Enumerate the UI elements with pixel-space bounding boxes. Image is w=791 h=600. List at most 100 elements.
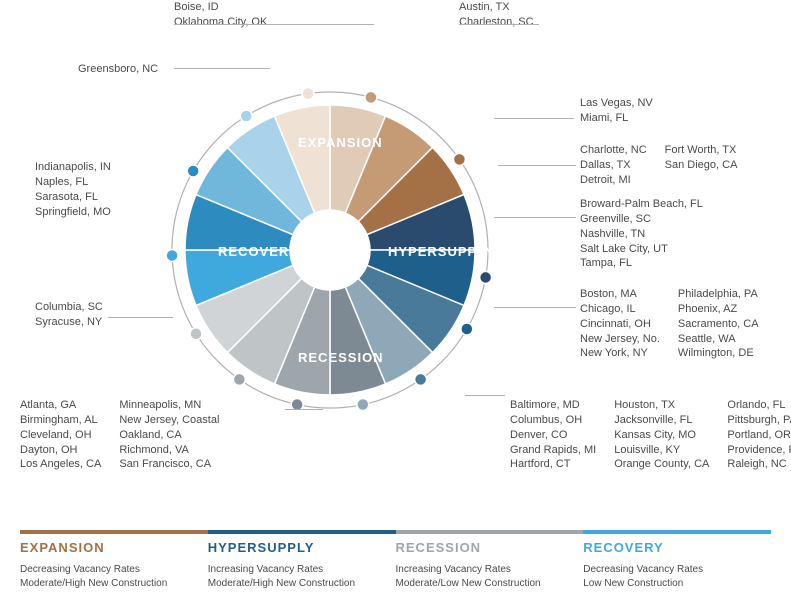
callout-charlotte: Charlotte, NCDallas, TXDetroit, MI Fort W… [580, 143, 755, 188]
leader-line [285, 409, 323, 410]
ring-marker [453, 153, 465, 165]
city-label: Charleston, SC [459, 15, 534, 30]
city-label: Philadelphia, PA [678, 287, 759, 302]
city-label: Detroit, MI [580, 173, 647, 188]
city-label: Providence, RI [727, 443, 791, 458]
legend-title: HYPERSUPPLY [208, 540, 396, 555]
city-label: Raleigh, NC [727, 457, 791, 472]
legend-line: Increasing Vacancy Rates [396, 563, 584, 577]
leader-line [494, 217, 576, 218]
cycle-chart: EXPANSION HYPERSUPPLY RECESSION RECOVERY… [0, 0, 791, 500]
city-label: Fort Worth, TX [665, 143, 738, 158]
city-label: Grand Rapids, MI [510, 443, 596, 458]
city-label: Birmingham, AL [20, 413, 101, 428]
city-label: Salt Lake City, UT [580, 242, 703, 257]
city-label: Dallas, TX [580, 158, 647, 173]
leader-line [174, 24, 374, 25]
city-label: San Francisco, CA [119, 457, 219, 472]
leader-line [465, 395, 505, 396]
city-label: Sacramento, CA [678, 317, 759, 332]
ring-marker [461, 323, 473, 335]
ring-marker [166, 250, 178, 262]
city-label: Springfield, MO [35, 205, 111, 220]
callout-column: Greensboro, NC [78, 62, 158, 77]
phase-recovery: RECOVERY [218, 244, 298, 259]
city-label: Greenville, SC [580, 212, 703, 227]
city-label: Miami, FL [580, 111, 653, 126]
callout-column: Fort Worth, TXSan Diego, CA [665, 143, 738, 173]
city-label: New Jersey, No. [580, 332, 660, 347]
callout-column: Minneapolis, MNNew Jersey, CoastalOaklan… [119, 398, 219, 472]
city-label: Louisville, KY [614, 443, 709, 458]
legend-line: Decreasing Vacancy Rates [583, 563, 771, 577]
leader-line [498, 165, 576, 166]
callout-column: Broward-Palm Beach, FLGreenville, SCNash… [580, 197, 703, 271]
callout-austin: Austin, TXCharleston, SC [459, 0, 552, 30]
callout-broward: Broward-Palm Beach, FLGreenville, SCNash… [580, 197, 721, 271]
leader-line [108, 317, 173, 318]
callout-indianapolis: Indianapolis, INNaples, FLSarasota, FLSp… [35, 160, 129, 219]
city-label: Boise, ID [174, 0, 267, 15]
city-label: Tampa, FL [580, 256, 703, 271]
city-label: Hartford, CT [510, 457, 596, 472]
city-label: Minneapolis, MN [119, 398, 219, 413]
leader-line [494, 307, 576, 308]
callout-column: Indianapolis, INNaples, FLSarasota, FLSp… [35, 160, 111, 219]
city-label: Broward-Palm Beach, FL [580, 197, 703, 212]
legend: EXPANSION Decreasing Vacancy Rates Moder… [20, 530, 771, 600]
city-label: Pittsburgh, PA [727, 413, 791, 428]
city-label: Dayton, OH [20, 443, 101, 458]
inner-hole [290, 210, 370, 290]
city-label: Naples, FL [35, 175, 111, 190]
callout-atlanta: Atlanta, GABirmingham, ALCleveland, OHDa… [20, 398, 237, 472]
callout-greensboro: Greensboro, NC [78, 62, 176, 77]
city-label: Richmond, VA [119, 443, 219, 458]
city-label: New Jersey, Coastal [119, 413, 219, 428]
legend-title: EXPANSION [20, 540, 208, 555]
leader-line [174, 68, 270, 69]
callout-boise: Boise, IDOklahoma City, OK [174, 0, 285, 30]
callout-column: Boise, IDOklahoma City, OK [174, 0, 267, 30]
city-label: Cleveland, OH [20, 428, 101, 443]
ring-marker [187, 165, 199, 177]
city-label: Jacksonville, FL [614, 413, 709, 428]
city-label: Las Vegas, NV [580, 96, 653, 111]
ring-marker [240, 110, 252, 122]
callout-column: Philadelphia, PAPhoenix, AZSacramento, C… [678, 287, 759, 361]
callout-column: Columbia, SCSyracuse, NY [35, 300, 103, 330]
ring-marker [190, 328, 202, 340]
callout-column: Las Vegas, NVMiami, FL [580, 96, 653, 126]
city-label: New York, NY [580, 346, 660, 361]
city-label: Sarasota, FL [35, 190, 111, 205]
phase-recession: RECESSION [298, 350, 384, 365]
phase-expansion: EXPANSION [298, 135, 383, 150]
ring-marker [415, 373, 427, 385]
legend-recovery: RECOVERY Decreasing Vacancy Rates Low Ne… [583, 530, 771, 600]
city-label: Phoenix, AZ [678, 302, 759, 317]
ring-marker [302, 88, 314, 100]
legend-line: Increasing Vacancy Rates [208, 563, 396, 577]
city-label: Denver, CO [510, 428, 596, 443]
callout-column: Charlotte, NCDallas, TXDetroit, MI [580, 143, 647, 188]
city-label: San Diego, CA [665, 158, 738, 173]
city-label: Columbia, SC [35, 300, 103, 315]
city-label: Syracuse, NY [35, 315, 103, 330]
city-label: Oklahoma City, OK [174, 15, 267, 30]
leader-line [459, 24, 539, 25]
legend-line: Moderate/High New Construction [20, 577, 208, 591]
legend-title: RECOVERY [583, 540, 771, 555]
city-label: Columbus, OH [510, 413, 596, 428]
legend-line: Low New Construction [583, 577, 771, 591]
city-label: Charlotte, NC [580, 143, 647, 158]
city-label: Portland, OR [727, 428, 791, 443]
city-label: Seattle, WA [678, 332, 759, 347]
legend-title: RECESSION [396, 540, 584, 555]
city-label: Houston, TX [614, 398, 709, 413]
phase-hypersupply: HYPERSUPPLY [388, 244, 495, 259]
city-label: Wilmington, DE [678, 346, 759, 361]
city-label: Orlando, FL [727, 398, 791, 413]
callout-boston: Boston, MAChicago, ILCincinnati, OHNew J… [580, 287, 777, 361]
ring-marker [233, 373, 245, 385]
city-label: Oakland, CA [119, 428, 219, 443]
city-label: Orange County, CA [614, 457, 709, 472]
